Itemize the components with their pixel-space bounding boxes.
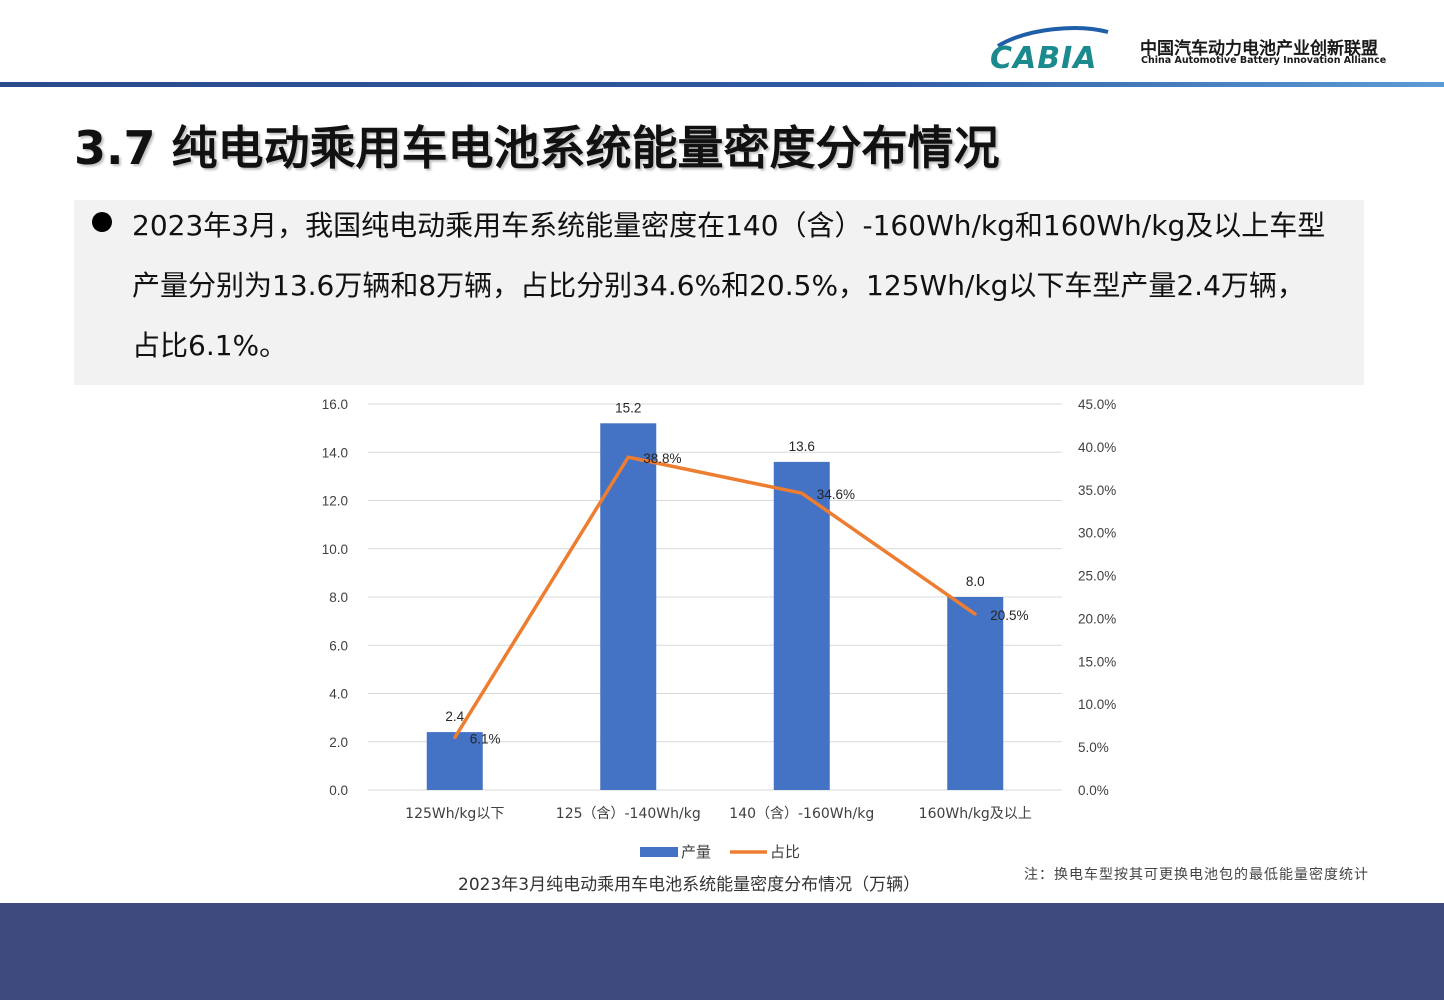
legend-swatch-bar xyxy=(640,847,678,857)
y-left-tick-label: 6.0 xyxy=(329,638,348,653)
y-right-tick-label: 0.0% xyxy=(1078,783,1109,798)
y-right-tick-label: 10.0% xyxy=(1078,697,1116,712)
summary-box xyxy=(74,200,1364,385)
bullet-icon xyxy=(92,212,112,232)
line-data-label: 34.6% xyxy=(817,487,855,502)
x-category-label: 160Wh/kg及以上 xyxy=(919,806,1032,822)
cabia-logo: CABIA xyxy=(990,26,1109,76)
line-point xyxy=(800,491,804,495)
y-right-tick-label: 30.0% xyxy=(1078,526,1116,541)
legend-label-line: 占比 xyxy=(770,843,800,861)
page-title: 3.7 纯电动乘用车电池系统能量密度分布情况 xyxy=(74,121,1000,175)
bar xyxy=(773,461,830,790)
bar-data-label: 2.4 xyxy=(445,709,464,724)
y-right-tick-label: 5.0% xyxy=(1078,740,1109,755)
line-data-label: 38.8% xyxy=(643,451,681,466)
y-left-tick-label: 2.0 xyxy=(329,735,348,750)
y-right-tick-label: 20.0% xyxy=(1078,611,1116,626)
x-category-label: 125（含）-140Wh/kg xyxy=(556,806,701,822)
bar xyxy=(600,423,657,790)
y-right-tick-label: 25.0% xyxy=(1078,569,1116,584)
header-divider xyxy=(0,82,1444,87)
line-point xyxy=(973,612,977,616)
y-right-tick-label: 35.0% xyxy=(1078,483,1116,498)
footer-band xyxy=(0,903,1444,1000)
y-left-tick-label: 4.0 xyxy=(329,687,348,702)
y-left-tick-label: 14.0 xyxy=(322,445,348,460)
line-data-label: 6.1% xyxy=(470,732,501,747)
y-left-tick-label: 10.0 xyxy=(322,542,348,557)
line-point xyxy=(626,455,630,459)
y-right-tick-label: 40.0% xyxy=(1078,440,1116,455)
line-data-label: 20.5% xyxy=(990,608,1028,623)
y-left-tick-label: 0.0 xyxy=(329,783,348,798)
bar xyxy=(426,732,483,790)
y-left-tick-label: 16.0 xyxy=(322,397,348,412)
org-name-cn: 中国汽车动力电池产业创新联盟 xyxy=(1140,39,1378,59)
legend-label-bar: 产量 xyxy=(681,843,711,861)
x-category-label: 125Wh/kg以下 xyxy=(405,806,504,822)
y-right-tick-label: 45.0% xyxy=(1078,397,1116,412)
org-name-en: China Automotive Battery Innovation Alli… xyxy=(1141,55,1387,66)
x-category-label: 140（含）-160Wh/kg xyxy=(729,806,874,822)
logo-swoosh-icon xyxy=(996,26,1109,48)
chart-caption: 2023年3月纯电动乘用车电池系统能量密度分布情况（万辆） xyxy=(458,875,921,895)
combo-chart: 2.4 15.2 13.6 8.0 6.1% 38.8% 34.6% 20.5% 0.0 2.0… xyxy=(322,397,1117,861)
y-right-tick-label: 15.0% xyxy=(1078,654,1116,669)
bar-data-label: 13.6 xyxy=(789,439,815,454)
logo-mark: CABIA xyxy=(990,41,1097,76)
bar-data-label: 8.0 xyxy=(966,574,985,589)
bar xyxy=(947,597,1004,790)
summary-text: 2023年3月，我国纯电动乘用车系统能量密度在140（含）-160Wh/kg和1… xyxy=(132,209,1326,362)
y-left-tick-label: 12.0 xyxy=(322,494,348,509)
line-point xyxy=(453,736,457,740)
series-line-share xyxy=(453,455,977,739)
bar-data-label: 15.2 xyxy=(615,400,641,415)
y-left-tick-label: 8.0 xyxy=(329,590,348,605)
chart-footnote: 注：换电车型按其可更换电池包的最低能量密度统计 xyxy=(1024,867,1369,883)
